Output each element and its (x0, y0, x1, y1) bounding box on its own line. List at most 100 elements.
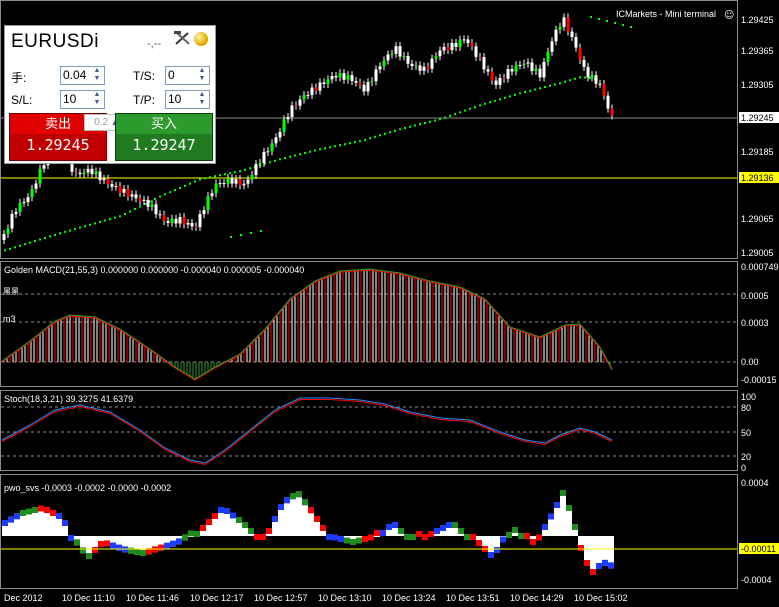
ma-dot (469, 107, 471, 110)
pwo-bar (596, 536, 602, 569)
price-axis: 1.29425 1.29365 1.29305 1.29185 1.29065 … (741, 15, 774, 258)
pwo-bar-tip (68, 535, 74, 541)
pwo-bar (134, 536, 140, 555)
ma-dot (449, 114, 451, 117)
pwo-bar-tip (350, 539, 356, 545)
ma-dot (214, 175, 216, 178)
tools-icon[interactable] (173, 30, 193, 46)
pwo-bar (80, 536, 86, 554)
pwo-bar (50, 510, 56, 536)
candle-body (330, 75, 334, 80)
candle-body (554, 29, 558, 42)
sl-stepper[interactable]: ▲ ▼ (60, 90, 105, 109)
tp-up-arrow-icon[interactable]: ▲ (198, 91, 206, 98)
price-tick: 1.29065 (741, 214, 774, 224)
pwo-tick: 0.0004 (741, 478, 769, 488)
ma-dot (489, 101, 491, 104)
sell-price: 1.29245 (26, 136, 90, 154)
ts-down-arrow-icon[interactable]: ▼ (198, 75, 206, 82)
ma-dot (49, 235, 51, 238)
ma-dot (204, 177, 206, 180)
pwo-histogram (2, 490, 614, 575)
candle-body (38, 168, 42, 184)
tp-stepper[interactable]: ▲ ▼ (165, 90, 210, 109)
sl-input[interactable] (62, 91, 91, 106)
macd-title: Golden MACD(21,55,3) 0.000000 0.000000 -… (4, 265, 304, 275)
ma-dot (240, 234, 242, 236)
coin-icon[interactable] (194, 32, 208, 46)
candle-body (526, 62, 530, 64)
lot-down-arrow-icon[interactable]: ▼ (93, 75, 101, 82)
ma-dot (389, 131, 391, 134)
ma-dot (444, 116, 446, 119)
lot-input[interactable] (62, 67, 91, 82)
pwo-bar (290, 493, 296, 536)
broker-title: ICMarkets - Mini terminal (616, 9, 716, 19)
pwo-bar-tip (50, 510, 56, 516)
candle-body (146, 199, 150, 207)
ma-dot (349, 142, 351, 145)
pwo-bar (218, 507, 224, 536)
candle-body (230, 178, 234, 184)
sl-down-arrow-icon[interactable]: ▼ (93, 99, 101, 106)
candle-body (538, 68, 542, 78)
stoch-tick: 100 (741, 392, 756, 402)
pwo-bar-tip (308, 507, 314, 514)
pwo-bar-tip (542, 524, 548, 530)
pwo-bar-tip (74, 539, 80, 546)
candle-body (178, 217, 182, 224)
ts-stepper[interactable]: ▲ ▼ (165, 66, 210, 85)
ma-dot (499, 98, 501, 101)
candle-body (170, 218, 174, 223)
candle-body (610, 108, 614, 116)
pwo-bar-tip (254, 534, 260, 540)
pwo-bar-tip (224, 508, 230, 514)
ma-dot (579, 76, 581, 79)
pwo-bar-tip (8, 516, 14, 523)
ma-dot (260, 230, 262, 232)
candle-body (218, 183, 222, 185)
candle-body (202, 210, 206, 215)
ma-dot (304, 152, 306, 154)
ma-dot (4, 249, 6, 252)
ma-dot (234, 171, 236, 174)
pwo-bar-tip (488, 552, 494, 558)
candle-body (326, 79, 330, 84)
candle-body (246, 179, 250, 184)
ma-dot (394, 129, 396, 132)
ts-up-arrow-icon[interactable]: ▲ (198, 67, 206, 74)
one-click-trading-panel[interactable]: EURUSDi -,-- 手: ▲ ▼ T/S: ▲ ▼ S/L: ▲ ▼ T/… (4, 25, 216, 164)
candle-body (30, 188, 34, 198)
pwo-bar-tip (422, 534, 428, 540)
time-tick: 10 Dec 11:46 (126, 593, 179, 603)
pwo-bar-tip (62, 520, 68, 526)
pwo-bar-tip (170, 540, 176, 547)
candle-body (194, 226, 198, 228)
tp-input[interactable] (167, 91, 196, 106)
symbol-name: EURUSDi (11, 31, 99, 52)
pwo-bar (224, 508, 230, 536)
stoch-tick: 0 (741, 463, 746, 473)
pwo-bar-tip (392, 522, 398, 528)
tp-down-arrow-icon[interactable]: ▼ (198, 99, 206, 106)
pwo-bar (302, 499, 308, 536)
pwo-bar-tip (38, 505, 44, 512)
stoch-signal-line (1, 399, 613, 466)
sl-up-arrow-icon[interactable]: ▲ (93, 91, 101, 98)
ma-dot (309, 150, 311, 153)
buy-button[interactable]: 买入 1.29247 (115, 113, 213, 161)
ma-dot (219, 174, 221, 177)
ma-dot (329, 146, 331, 149)
ma-dot (404, 127, 406, 129)
ts-input[interactable] (167, 67, 196, 82)
candle-body (514, 65, 518, 72)
ma-dot (339, 144, 341, 147)
lot-up-arrow-icon[interactable]: ▲ (93, 67, 101, 74)
lot-stepper[interactable]: ▲ ▼ (60, 66, 105, 85)
pwo-bar-tip (146, 548, 152, 555)
pwo-bar-tip (440, 525, 446, 531)
pwo-bar (566, 505, 572, 536)
pwo-bar-tip (530, 539, 536, 545)
ma-dot (598, 18, 600, 20)
